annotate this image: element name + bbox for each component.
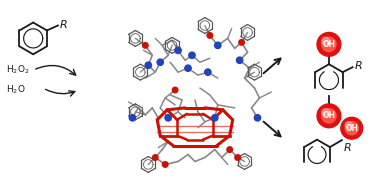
Text: $\mathregular{H_2O_2}$: $\mathregular{H_2O_2}$: [6, 64, 30, 76]
Text: R: R: [355, 61, 363, 71]
Text: R: R: [344, 143, 352, 153]
Circle shape: [322, 37, 336, 52]
Circle shape: [163, 162, 168, 167]
Circle shape: [215, 42, 221, 49]
Circle shape: [254, 115, 261, 121]
Circle shape: [189, 52, 195, 59]
Circle shape: [207, 33, 212, 38]
Circle shape: [237, 57, 243, 63]
Circle shape: [143, 43, 148, 48]
Circle shape: [341, 117, 363, 139]
Circle shape: [345, 122, 358, 135]
Circle shape: [322, 109, 336, 123]
Circle shape: [322, 109, 329, 116]
Circle shape: [157, 59, 163, 65]
Text: OH: OH: [345, 124, 358, 133]
Circle shape: [227, 147, 232, 152]
Text: OH: OH: [322, 111, 335, 120]
Circle shape: [235, 155, 240, 160]
Circle shape: [204, 69, 211, 75]
Circle shape: [145, 62, 152, 68]
Circle shape: [239, 40, 245, 45]
Circle shape: [129, 115, 136, 121]
Circle shape: [175, 47, 181, 54]
Text: $\mathregular{H_2O}$: $\mathregular{H_2O}$: [6, 84, 26, 96]
Circle shape: [345, 122, 352, 129]
Text: R: R: [60, 20, 68, 29]
Circle shape: [317, 32, 341, 56]
Circle shape: [317, 104, 341, 128]
Circle shape: [185, 65, 191, 71]
Circle shape: [165, 115, 171, 121]
Circle shape: [322, 37, 329, 45]
Circle shape: [172, 87, 178, 93]
Text: OH: OH: [322, 40, 335, 49]
Circle shape: [152, 155, 158, 160]
Circle shape: [212, 115, 218, 121]
